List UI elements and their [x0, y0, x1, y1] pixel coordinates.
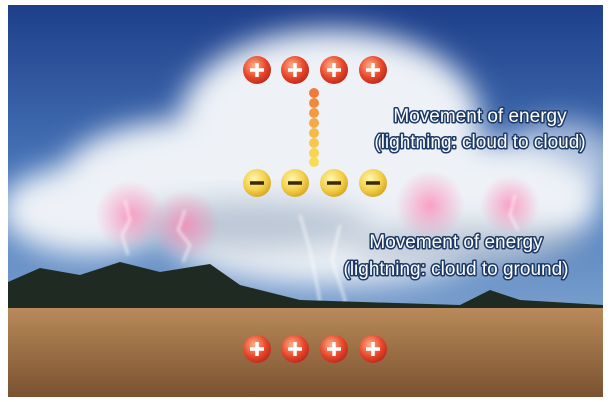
label-line: (lightning: cloud to ground)	[344, 259, 569, 280]
illustration: Movement of energy (lightning: cloud to …	[0, 0, 611, 402]
label-line: Movement of energy	[369, 232, 543, 253]
page: Movement of energy (lightning: cloud to …	[0, 0, 611, 402]
label-line: (lightning: cloud to cloud)	[374, 132, 585, 153]
label-line: Movement of energy	[393, 106, 567, 127]
